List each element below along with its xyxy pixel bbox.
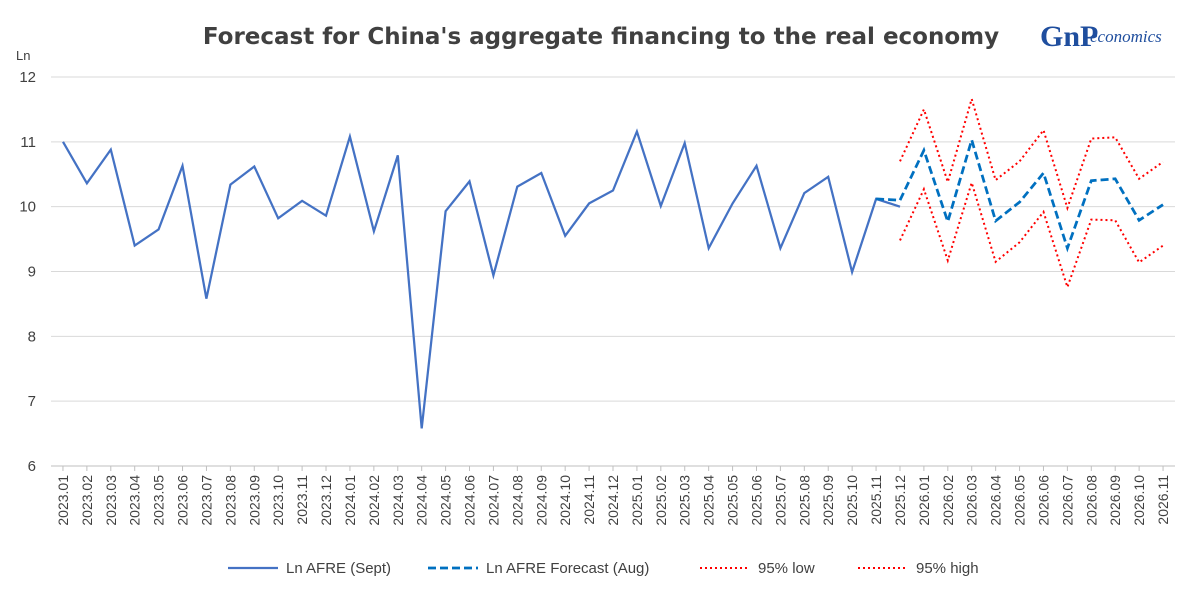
chart-title: Forecast for China's aggregate financing… — [203, 24, 999, 50]
x-tick-label: 2025.08 — [796, 475, 812, 526]
y-tick-label: 12 — [19, 69, 36, 86]
x-tick-label: 2023.08 — [222, 475, 238, 526]
x-tick-label: 2024.03 — [390, 475, 406, 526]
x-tick-label: 2024.01 — [342, 475, 358, 526]
x-tick-label: 2024.06 — [462, 475, 478, 526]
x-tick-label: 2023.04 — [127, 475, 143, 526]
series-line-0 — [62, 128, 901, 429]
x-tick-label: 2025.10 — [844, 475, 860, 526]
x-tick-label: 2025.07 — [772, 475, 788, 526]
x-tick-label: 2024.09 — [533, 475, 549, 526]
x-tick-label: 2024.04 — [414, 475, 430, 526]
x-tick-label: 2023.02 — [79, 475, 95, 526]
x-tick-label: 2025.09 — [820, 475, 836, 526]
x-tick-label: 2026.07 — [1059, 475, 1075, 526]
x-tick-label: 2025.04 — [701, 475, 717, 526]
logo-suffix: economics — [1090, 27, 1162, 46]
series-line-3 — [899, 95, 1164, 212]
x-tick-label: 2026.09 — [1107, 475, 1123, 526]
series-line-2 — [899, 179, 1164, 291]
y-tick-label: 10 — [19, 199, 36, 216]
x-tick-label: 2023.11 — [294, 475, 310, 525]
x-tick-label: 2025.11 — [868, 475, 884, 525]
x-tick-label: 2023.03 — [103, 475, 119, 526]
x-tick-label: 2023.10 — [270, 475, 286, 526]
x-tick-label: 2024.07 — [485, 475, 501, 526]
x-tick-label: 2025.02 — [653, 475, 669, 526]
x-tick-label: 2025.01 — [629, 475, 645, 526]
y-tick-label: 7 — [28, 393, 36, 410]
series-line-1 — [876, 135, 1164, 253]
y-tick-labels: 6 7 8 9 10 11 12 — [19, 69, 36, 475]
x-tick-label: 2023.12 — [318, 475, 334, 526]
x-tick-label: 2023.09 — [246, 475, 262, 526]
legend-label: Ln AFRE Forecast (Aug) — [486, 560, 649, 577]
x-tick-label: 2025.05 — [725, 475, 741, 526]
legend: Ln AFRE (Sept) Ln AFRE Forecast (Aug) 95% … — [228, 560, 979, 577]
x-tick-label: 2024.08 — [509, 475, 525, 526]
x-tick-label: 2026.05 — [1012, 475, 1028, 526]
y-tick-label: 11 — [20, 134, 36, 151]
x-tick-label: 2026.11 — [1155, 475, 1171, 525]
x-tick-label: 2023.06 — [175, 475, 191, 526]
legend-label: Ln AFRE (Sept) — [286, 560, 391, 577]
x-tick-label: 2024.10 — [557, 475, 573, 526]
x-tick-label: 2023.05 — [151, 475, 167, 526]
x-tick-label: 2024.02 — [366, 475, 382, 526]
x-tick-label: 2025.12 — [892, 475, 908, 526]
y-tick-label: 9 — [28, 264, 36, 281]
x-tick-label: 2026.08 — [1083, 475, 1099, 526]
x-tick-label: 2025.06 — [748, 475, 764, 526]
x-tick-label: 2026.06 — [1035, 475, 1051, 526]
legend-label: 95% low — [758, 560, 815, 577]
x-tick-label: 2024.05 — [438, 475, 454, 526]
gridlines — [51, 76, 1175, 467]
x-tick-label: 2026.10 — [1131, 475, 1147, 526]
x-tick-label: 2023.07 — [198, 475, 214, 526]
x-tick-label: 2025.03 — [677, 475, 693, 526]
y-tick-label: 8 — [28, 328, 36, 345]
x-axis: 2023.01 2023.02 2023.03 2023.04 2023.05 2023.… — [51, 465, 1175, 526]
series-lines — [62, 95, 1164, 429]
x-tick-label: 2026.03 — [964, 475, 980, 526]
x-tick-label: 2024.11 — [581, 475, 597, 525]
x-tick-label: 2026.01 — [916, 475, 932, 526]
y-tick-label: 6 — [28, 458, 36, 475]
logo-main: GnP — [1040, 20, 1098, 53]
y-axis-label: Ln — [16, 48, 30, 63]
x-tick-label: 2026.04 — [988, 475, 1004, 526]
x-tick-label: 2023.01 — [55, 475, 71, 526]
legend-label: 95% high — [916, 560, 979, 577]
logo: GnP economics — [1040, 20, 1162, 53]
x-tick-label: 2024.12 — [605, 475, 621, 526]
x-tick-label: 2026.02 — [940, 475, 956, 526]
